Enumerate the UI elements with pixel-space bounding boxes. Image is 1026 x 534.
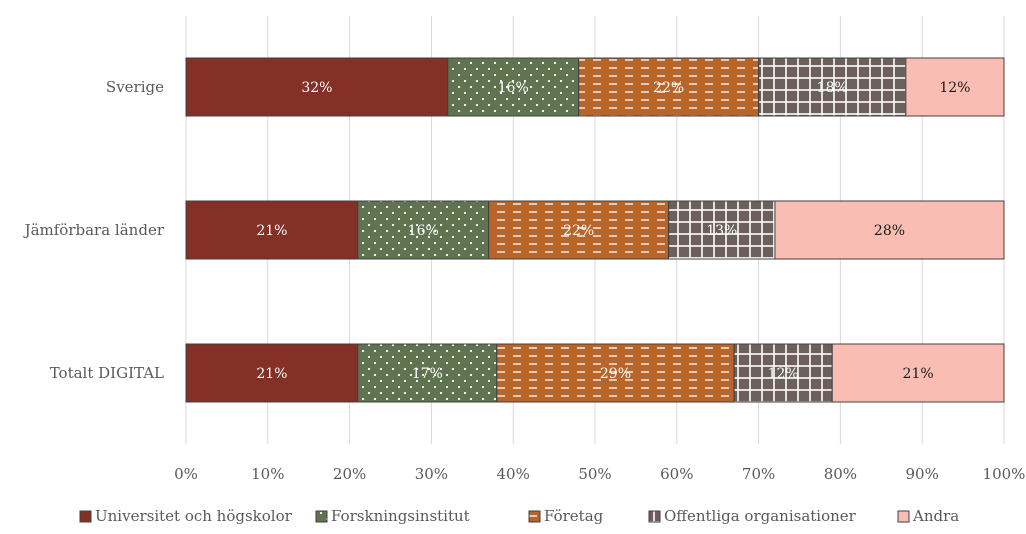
x-tick-label: 30% <box>415 465 448 483</box>
legend-swatch <box>897 510 910 523</box>
bar-segment <box>733 343 833 403</box>
data-label: 18% <box>817 80 848 96</box>
bar-segment <box>668 200 776 260</box>
x-axis-tick-labels: 0% 10% 20% 30% 40% 50% 60% 70% 80% 90% 100% <box>174 465 1025 483</box>
legend-entry: Andra <box>912 507 959 525</box>
data-label: 32% <box>301 80 332 96</box>
x-tick-label: 90% <box>906 465 939 483</box>
data-label: 22% <box>653 80 684 96</box>
legend-swatch <box>648 510 661 523</box>
data-label: 17% <box>412 366 443 382</box>
data-label: 16% <box>408 223 439 239</box>
category-label: Jämförbara länder <box>23 221 165 239</box>
bar-segment <box>447 57 580 117</box>
bar-segment <box>578 57 760 117</box>
category-label: Sverige <box>106 78 164 96</box>
x-tick-label: 60% <box>660 465 693 483</box>
x-tick-label: 0% <box>174 465 198 483</box>
data-label: 22% <box>563 223 594 239</box>
bar-segment <box>185 57 449 117</box>
data-label: 28% <box>874 223 905 239</box>
bars: 32% 16% 22% 18% 12% 21% 16% 22% 13% 28% 21% 17% 29% 1… <box>185 57 1005 403</box>
data-label: 12% <box>939 80 970 96</box>
category-label: Totalt DIGITAL <box>50 364 164 382</box>
data-label: 12% <box>768 366 799 382</box>
bar-segment <box>185 200 359 260</box>
legend-entry: Företag <box>544 507 604 525</box>
x-tick-label: 40% <box>497 465 530 483</box>
legend: Universitet och högskolor Forskningsinsti… <box>79 507 959 525</box>
x-tick-label: 20% <box>333 465 366 483</box>
bar-segment <box>357 200 490 260</box>
legend-swatch <box>315 510 328 523</box>
data-label: 16% <box>498 80 529 96</box>
x-tick-label: 70% <box>742 465 775 483</box>
legend-swatch <box>79 510 92 523</box>
data-label: 29% <box>600 366 631 382</box>
x-tick-label: 10% <box>251 465 284 483</box>
bar-segment <box>357 343 498 403</box>
bar-segment <box>496 343 735 403</box>
x-tick-label: 100% <box>983 465 1026 483</box>
data-label: 21% <box>903 366 934 382</box>
bar-segment <box>905 57 1005 117</box>
x-tick-label: 80% <box>824 465 857 483</box>
bar-segment <box>774 200 1005 260</box>
data-label: 21% <box>256 366 287 382</box>
x-tick-label: 50% <box>578 465 611 483</box>
data-label: 21% <box>256 223 287 239</box>
legend-entry: Universitet och högskolor <box>95 507 293 525</box>
bar-segment <box>185 343 359 403</box>
category-labels: Sverige Jämförbara länder Totalt DIGITAL <box>23 78 165 382</box>
data-label: 13% <box>706 223 737 239</box>
legend-entry: Forskningsinstitut <box>331 507 470 525</box>
legend-entry: Offentliga organisationer <box>664 507 857 525</box>
bar-segment <box>831 343 1005 403</box>
legend-swatch <box>528 510 541 523</box>
bar-segment <box>758 57 907 117</box>
